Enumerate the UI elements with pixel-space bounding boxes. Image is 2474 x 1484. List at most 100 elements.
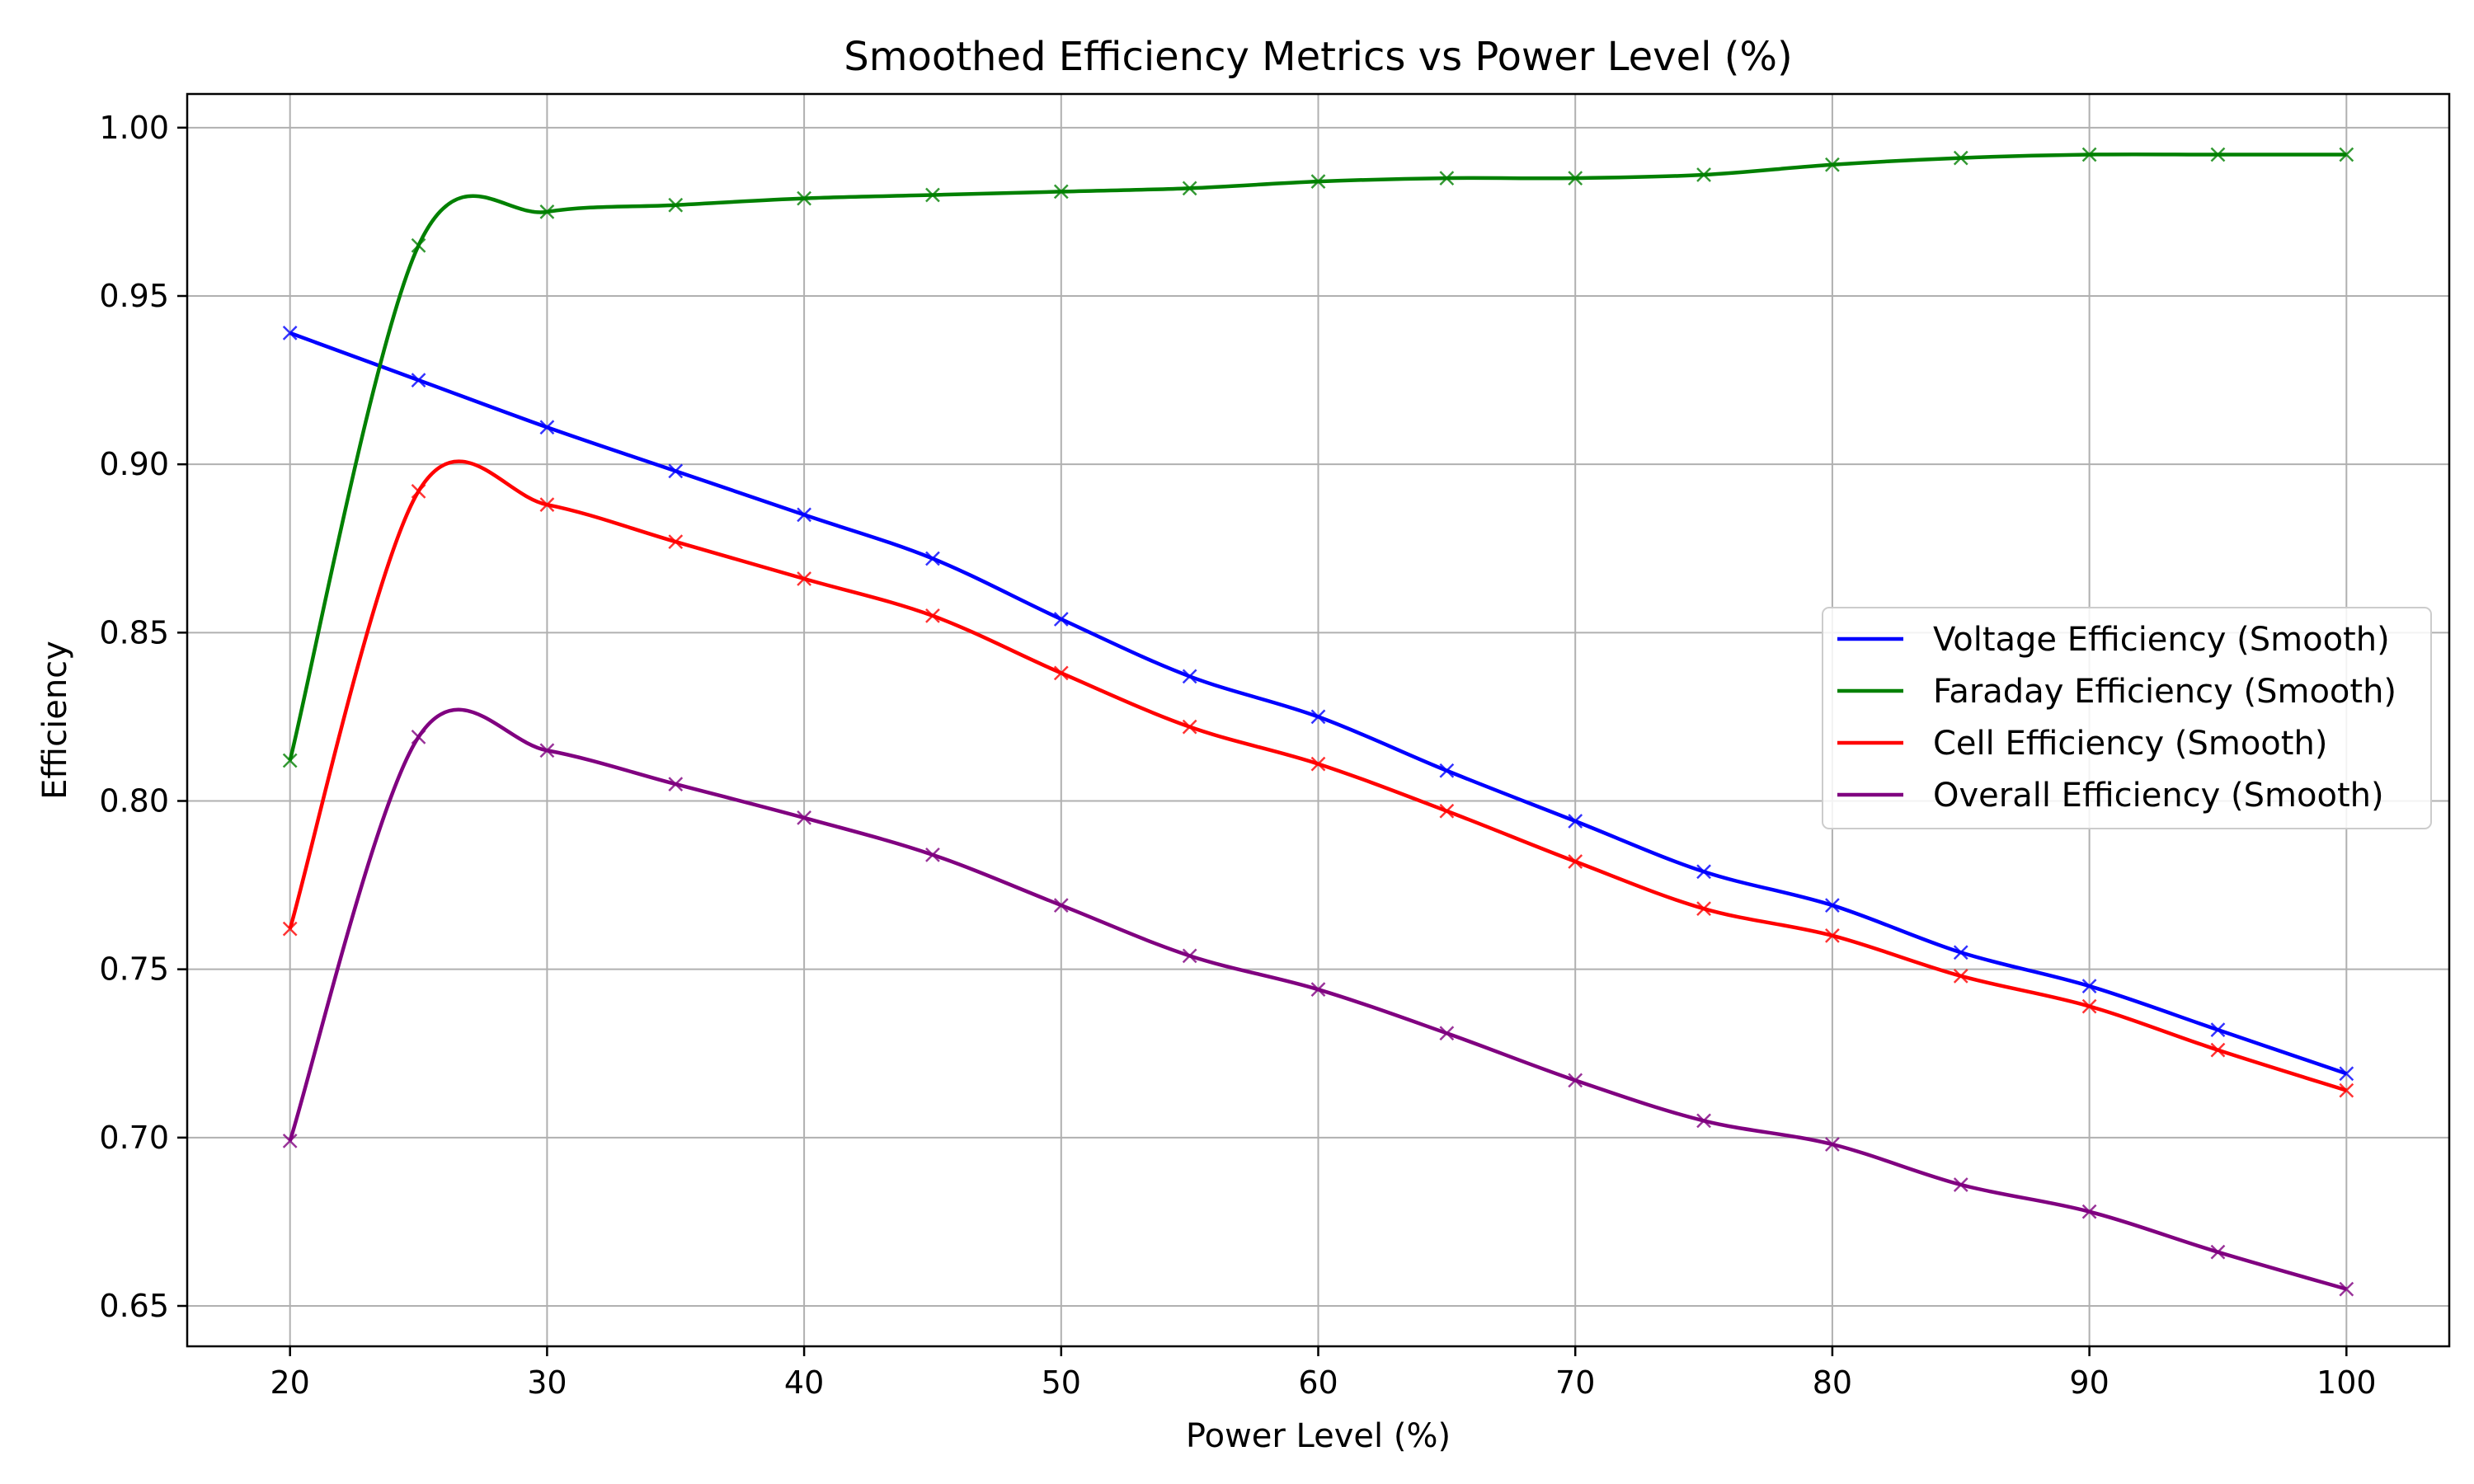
- data-point-marker: [1953, 968, 1968, 984]
- x-axis-label: Power Level (%): [1186, 1417, 1451, 1455]
- data-point-marker: [1182, 181, 1197, 196]
- x-tick-label: 80: [1813, 1364, 1852, 1401]
- series-4: [282, 707, 2354, 1297]
- legend-box: [1822, 607, 2432, 829]
- data-point-marker: [2339, 1082, 2354, 1098]
- data-point-marker: [1568, 814, 1583, 829]
- y-tick-label: 0.75: [99, 951, 169, 988]
- data-point-marker: [539, 743, 555, 758]
- data-point-marker: [411, 483, 426, 499]
- y-tick-label: 0.80: [99, 783, 169, 819]
- data-point-marker: [2210, 1022, 2226, 1038]
- x-tick-label: 30: [527, 1364, 567, 1401]
- data-point-marker: [539, 497, 555, 513]
- data-point-marker: [411, 730, 426, 744]
- data-point-marker: [1182, 719, 1197, 735]
- data-point-marker: [2210, 1042, 2226, 1058]
- data-point-marker: [797, 190, 811, 206]
- y-axis-label: Efficiency: [36, 641, 74, 800]
- data-point-marker: [2210, 1244, 2226, 1260]
- data-point-marker: [2081, 147, 2097, 162]
- y-axis-ticks: 0.65 0.70 0.75 0.80 0.85 0.90 0.95 1.00: [99, 110, 187, 1324]
- y-tick-label: 0.65: [99, 1288, 169, 1324]
- data-point-marker: [668, 197, 684, 213]
- data-point-marker: [539, 420, 555, 435]
- data-point-marker: [2081, 979, 2097, 993]
- data-point-marker: [668, 534, 684, 549]
- legend-label: Overall Efficiency (Smooth): [1933, 777, 2384, 815]
- data-point-marker: [1696, 901, 1711, 917]
- data-point-marker: [1439, 171, 1455, 186]
- data-point-marker: [411, 373, 426, 387]
- legend-label: Cell Efficiency (Smooth): [1933, 725, 2327, 763]
- data-point-marker: [1310, 174, 1326, 190]
- data-point-marker: [1310, 756, 1326, 772]
- data-point-marker: [1825, 157, 1840, 172]
- legend-label: Faraday Efficiency (Smooth): [1933, 673, 2396, 711]
- series-layer: [282, 147, 2354, 1297]
- series-line: [288, 459, 2347, 1092]
- x-tick-label: 60: [1298, 1364, 1338, 1401]
- data-point-marker: [1825, 928, 1840, 943]
- data-point-marker: [1953, 945, 1968, 960]
- x-axis-ticks: 20 30 40 50 60 70 80 90 100: [270, 1346, 2377, 1401]
- x-tick-label: 50: [1042, 1364, 1081, 1401]
- data-point-marker: [1310, 709, 1326, 725]
- data-point-marker: [2081, 1204, 2097, 1219]
- data-point-marker: [1182, 669, 1197, 684]
- data-point-marker: [797, 507, 811, 523]
- data-point-marker: [797, 571, 811, 586]
- x-tick-label: 20: [270, 1364, 310, 1401]
- data-point-marker: [1696, 1113, 1711, 1129]
- data-point-marker: [1568, 854, 1583, 869]
- data-point-marker: [282, 753, 298, 768]
- data-point-marker: [797, 810, 811, 825]
- data-point-marker: [668, 463, 684, 479]
- data-point-marker: [1696, 864, 1711, 880]
- data-point-marker: [1953, 1177, 1968, 1192]
- data-point-marker: [1053, 665, 1069, 681]
- data-point-marker: [1439, 763, 1455, 778]
- data-point-marker: [411, 237, 426, 253]
- x-tick-label: 70: [1555, 1364, 1595, 1401]
- data-point-marker: [1053, 184, 1069, 200]
- y-tick-label: 1.00: [99, 110, 169, 146]
- data-point-marker: [1696, 167, 1711, 182]
- data-point-marker: [1053, 612, 1069, 627]
- data-point-marker: [1439, 803, 1455, 819]
- x-tick-label: 40: [784, 1364, 824, 1401]
- data-point-marker: [925, 608, 940, 623]
- data-point-marker: [1182, 948, 1197, 964]
- chart-title: Smoothed Efficiency Metrics vs Power Lev…: [844, 34, 1793, 80]
- data-point-marker: [282, 326, 298, 340]
- data-point-marker: [1568, 1073, 1583, 1088]
- data-point-marker: [925, 551, 940, 566]
- data-point-marker: [1825, 898, 1840, 913]
- y-tick-label: 0.90: [99, 446, 169, 482]
- y-tick-label: 0.95: [99, 278, 169, 314]
- data-point-marker: [1953, 150, 1968, 166]
- y-tick-label: 0.70: [99, 1120, 169, 1156]
- data-point-marker: [925, 187, 940, 203]
- data-point-marker: [1439, 1026, 1455, 1041]
- data-point-marker: [1568, 171, 1583, 186]
- series-2: [282, 147, 2354, 768]
- data-point-marker: [925, 847, 940, 862]
- data-point-marker: [282, 921, 298, 937]
- data-point-marker: [1310, 982, 1326, 998]
- series-line: [288, 152, 2347, 762]
- data-point-marker: [2339, 1281, 2354, 1297]
- data-point-marker: [2339, 147, 2354, 162]
- series-1: [282, 326, 2354, 1082]
- legend: Voltage Efficiency (Smooth) Faraday Effic…: [1822, 607, 2432, 829]
- data-point-marker: [668, 777, 684, 791]
- data-point-marker: [282, 1134, 298, 1148]
- data-point-marker: [1053, 898, 1069, 913]
- y-tick-label: 0.85: [99, 614, 169, 650]
- data-point-marker: [539, 204, 555, 219]
- series-3: [282, 459, 2354, 1098]
- x-tick-label: 100: [2316, 1364, 2377, 1401]
- data-point-marker: [2081, 998, 2097, 1014]
